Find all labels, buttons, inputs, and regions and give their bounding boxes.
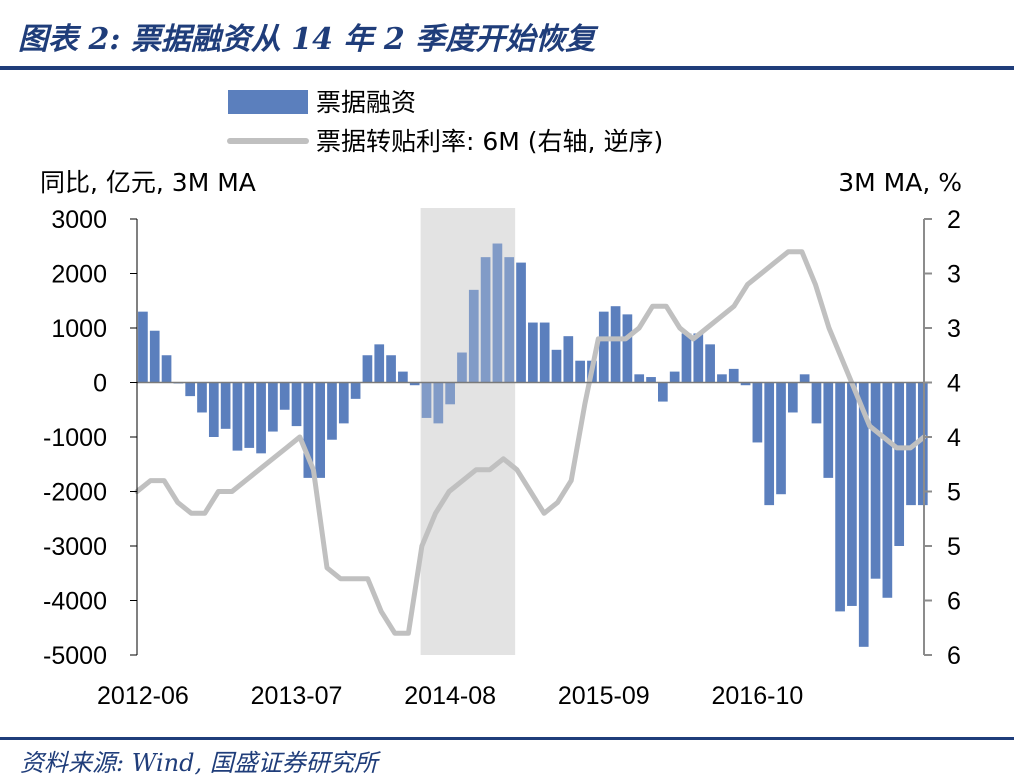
source-note: 资料来源: Wind, 国盛证券研究所 xyxy=(20,749,378,777)
bar xyxy=(634,374,645,383)
bar xyxy=(563,336,574,383)
left-tick-label: -2000 xyxy=(43,479,107,507)
bar xyxy=(658,382,668,402)
legend-label-line: 票据转贴利率: 6M (右轴, 逆序) xyxy=(316,127,663,156)
bar xyxy=(752,382,763,443)
bar xyxy=(894,382,905,546)
rate-line xyxy=(134,249,927,636)
bar xyxy=(870,382,881,579)
bar xyxy=(504,257,515,383)
bar xyxy=(787,382,798,413)
bar xyxy=(433,382,444,424)
left-tick-label: 3000 xyxy=(51,206,107,234)
bar xyxy=(386,355,396,383)
bar xyxy=(291,382,302,427)
bar xyxy=(823,382,834,478)
bar xyxy=(764,382,775,506)
left-tick-label: -3000 xyxy=(43,533,107,561)
left-tick-label: 1000 xyxy=(51,315,107,343)
bar xyxy=(858,382,869,647)
right-tick-label: 4 xyxy=(947,370,961,398)
bar xyxy=(705,344,715,383)
right-tick-label: 3 xyxy=(947,315,961,343)
bar xyxy=(445,382,455,405)
bar xyxy=(149,330,160,383)
bar xyxy=(468,289,479,383)
bar xyxy=(551,349,562,383)
bar xyxy=(835,382,845,612)
bar xyxy=(728,368,739,383)
source-rule xyxy=(0,737,1014,740)
x-tick-label: 2014-08 xyxy=(404,682,496,710)
bar xyxy=(669,371,680,383)
bar xyxy=(610,306,621,383)
bar xyxy=(398,371,408,383)
bar xyxy=(362,355,373,383)
legend-label-bar: 票据融资 xyxy=(316,88,416,117)
right-tick-label: 6 xyxy=(947,642,961,670)
left-tick-label: 2000 xyxy=(51,261,107,289)
bar xyxy=(208,382,219,437)
bar xyxy=(374,344,385,383)
bar xyxy=(457,352,467,383)
bar xyxy=(244,382,255,448)
left-tick-label: -1000 xyxy=(43,424,107,452)
bar xyxy=(598,311,609,383)
bar xyxy=(480,257,491,383)
bar xyxy=(409,382,420,386)
bar xyxy=(646,377,656,383)
right-tick-label: 2 xyxy=(947,206,961,234)
bar xyxy=(315,382,326,478)
bar xyxy=(811,382,822,424)
bar xyxy=(492,243,503,383)
x-tick-label: 2015-09 xyxy=(558,682,650,710)
bar xyxy=(847,382,857,606)
bar xyxy=(516,262,526,383)
bar xyxy=(338,382,349,424)
right-tick-label: 5 xyxy=(947,533,961,561)
bar xyxy=(776,382,786,495)
bar xyxy=(740,382,751,386)
bar xyxy=(185,382,196,397)
x-tick-label: 2012-06 xyxy=(97,682,189,710)
right-tick-label: 3 xyxy=(947,261,961,289)
bar xyxy=(681,333,692,383)
bar xyxy=(421,382,432,418)
right-tick-label: 6 xyxy=(947,588,961,616)
bar xyxy=(882,382,893,598)
bar xyxy=(197,382,207,413)
bar xyxy=(279,382,290,410)
x-tick-label: 2013-07 xyxy=(251,682,343,710)
bar xyxy=(256,382,266,454)
left-tick-label: -4000 xyxy=(43,588,107,616)
bar xyxy=(350,382,361,399)
title-rule xyxy=(0,66,1014,70)
x-tick-label: 2016-10 xyxy=(712,682,804,710)
right-tick-label: 4 xyxy=(947,424,961,452)
right-tick-label: 5 xyxy=(947,479,961,507)
bar xyxy=(161,355,172,383)
left-axis-label: 同比, 亿元, 3M MA xyxy=(40,168,256,197)
bar xyxy=(138,311,148,383)
right-axis-label: 3M MA, % xyxy=(838,168,962,197)
bar xyxy=(575,360,585,383)
bar xyxy=(917,382,928,506)
left-tick-label: -5000 xyxy=(43,642,107,670)
bar xyxy=(327,382,337,440)
bar xyxy=(717,374,727,383)
legend-swatch-bar xyxy=(228,90,308,114)
chart-title: 图表 2: 票据融资从 14 年 2 季度开始恢复 xyxy=(18,22,596,57)
bar xyxy=(539,322,550,383)
bar xyxy=(693,333,704,383)
bar xyxy=(232,382,243,451)
bar xyxy=(268,382,278,432)
bar xyxy=(906,382,916,506)
bar xyxy=(622,314,633,383)
left-tick-label: 0 xyxy=(93,370,107,398)
bar xyxy=(303,382,314,478)
bar xyxy=(220,382,231,429)
bar xyxy=(799,374,810,383)
bar xyxy=(528,322,538,383)
